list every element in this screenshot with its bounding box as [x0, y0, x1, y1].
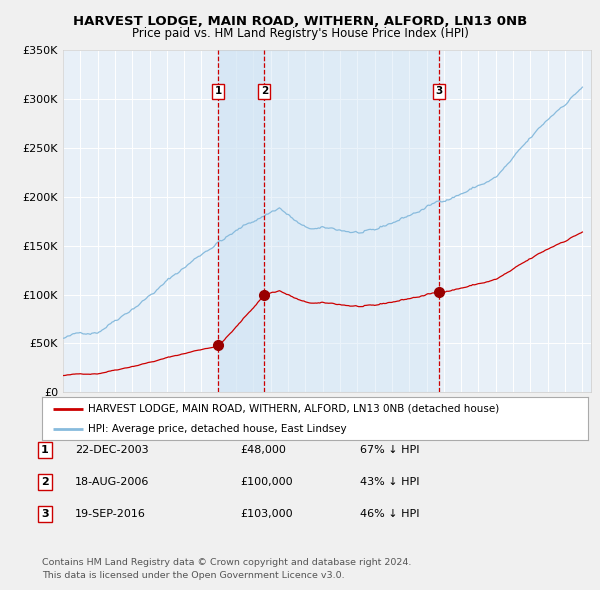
Bar	[265, 50, 439, 392]
Text: Contains HM Land Registry data © Crown copyright and database right 2024.: Contains HM Land Registry data © Crown c…	[42, 558, 412, 566]
Text: 2: 2	[41, 477, 49, 487]
Text: 46% ↓ HPI: 46% ↓ HPI	[360, 509, 419, 519]
Text: 3: 3	[41, 509, 49, 519]
Text: 1: 1	[41, 445, 49, 455]
Text: 19-SEP-2016: 19-SEP-2016	[75, 509, 146, 519]
Text: This data is licensed under the Open Government Licence v3.0.: This data is licensed under the Open Gov…	[42, 571, 344, 579]
Text: 18-AUG-2006: 18-AUG-2006	[75, 477, 149, 487]
Text: £48,000: £48,000	[240, 445, 286, 455]
Text: £100,000: £100,000	[240, 477, 293, 487]
Text: HPI: Average price, detached house, East Lindsey: HPI: Average price, detached house, East…	[88, 424, 347, 434]
Text: £103,000: £103,000	[240, 509, 293, 519]
Text: 22-DEC-2003: 22-DEC-2003	[75, 445, 149, 455]
Text: 1: 1	[215, 86, 222, 96]
Text: 43% ↓ HPI: 43% ↓ HPI	[360, 477, 419, 487]
Text: Price paid vs. HM Land Registry's House Price Index (HPI): Price paid vs. HM Land Registry's House …	[131, 27, 469, 40]
Text: 3: 3	[436, 86, 443, 96]
Bar	[218, 50, 265, 392]
Text: HARVEST LODGE, MAIN ROAD, WITHERN, ALFORD, LN13 0NB: HARVEST LODGE, MAIN ROAD, WITHERN, ALFOR…	[73, 15, 527, 28]
Text: 67% ↓ HPI: 67% ↓ HPI	[360, 445, 419, 455]
Text: HARVEST LODGE, MAIN ROAD, WITHERN, ALFORD, LN13 0NB (detached house): HARVEST LODGE, MAIN ROAD, WITHERN, ALFOR…	[88, 404, 500, 414]
Text: 2: 2	[261, 86, 268, 96]
